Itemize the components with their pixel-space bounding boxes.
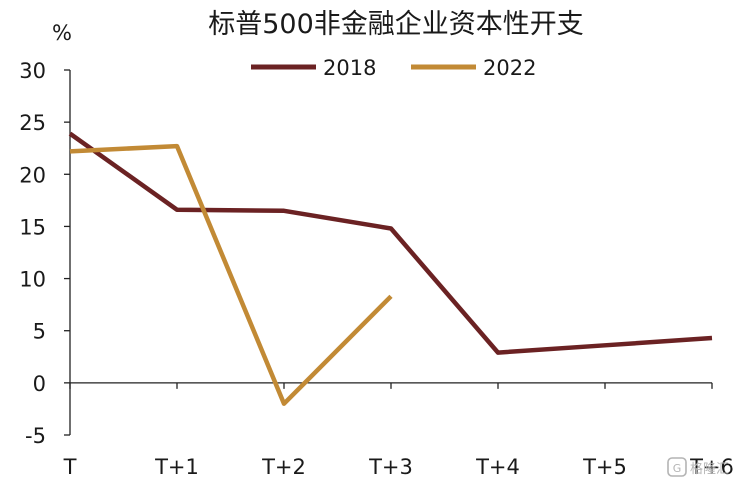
series-line-2022 bbox=[69, 143, 393, 406]
y-tick-label: 0 bbox=[33, 372, 46, 396]
x-tick-label: T+4 bbox=[475, 455, 520, 479]
x-tick-label: T bbox=[63, 455, 77, 479]
chart-legend: 2018 2022 bbox=[251, 56, 536, 80]
y-tick-label: 10 bbox=[19, 268, 46, 292]
chart-axes: -5 0 5 10 15 20 25 30 T T+1 T+2 T+3 T+4 T+5 T+6 bbox=[19, 59, 734, 479]
x-tick-label: T+1 bbox=[154, 455, 199, 479]
y-tick-label: 5 bbox=[33, 320, 46, 344]
x-tick-label: T+2 bbox=[261, 455, 306, 479]
x-tick-label: T+6 bbox=[689, 455, 734, 479]
x-tick-label: T+5 bbox=[582, 455, 627, 479]
chart-title: 标普500非金融企业资本性开支 bbox=[208, 9, 584, 40]
brand-logo-glyph: G bbox=[673, 462, 682, 475]
watermark-text: 格隆汇 bbox=[690, 461, 729, 477]
y-tick-label: 25 bbox=[19, 111, 46, 135]
series-layer bbox=[68, 131, 713, 406]
x-tick-label: T+3 bbox=[368, 455, 413, 479]
y-axis-unit-label: % bbox=[52, 21, 72, 45]
brand-logo-icon bbox=[667, 457, 687, 477]
series-line-2018 bbox=[68, 131, 713, 355]
watermark: G 格隆汇 bbox=[667, 457, 729, 477]
y-tick-label: -5 bbox=[25, 424, 46, 448]
y-tick-label: 15 bbox=[19, 215, 46, 239]
legend-label-2022: 2022 bbox=[483, 56, 536, 80]
legend-label-2018: 2018 bbox=[323, 56, 376, 80]
y-tick-label: 20 bbox=[19, 163, 46, 187]
y-tick-label: 30 bbox=[19, 59, 46, 83]
